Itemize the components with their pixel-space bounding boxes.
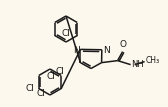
Text: Cl: Cl [61,29,70,38]
Text: CH₃: CH₃ [146,56,160,65]
Text: Cl: Cl [26,84,35,93]
Text: N: N [73,46,79,55]
Text: O: O [119,40,126,49]
Text: N: N [103,46,110,55]
Text: Cl: Cl [47,72,55,81]
Text: Cl: Cl [55,66,64,76]
Text: Cl: Cl [36,88,45,97]
Text: NH: NH [132,60,144,69]
